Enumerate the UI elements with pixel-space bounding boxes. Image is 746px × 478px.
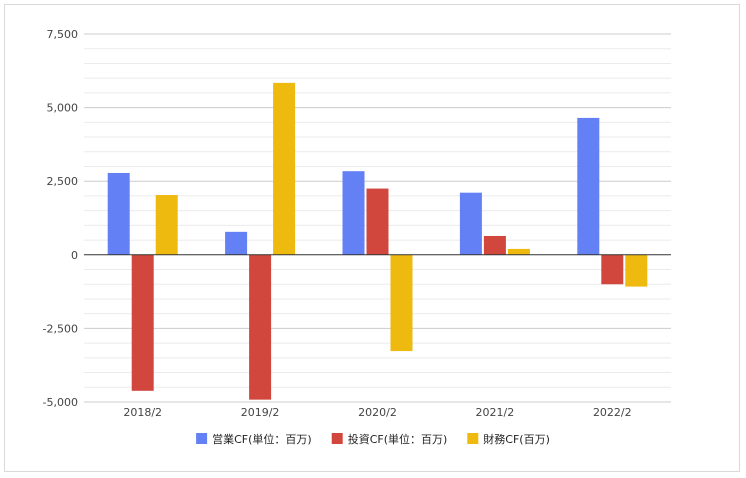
y-tick-label: 5,000	[47, 102, 79, 115]
x-tick-label: 2018/2	[123, 406, 162, 419]
bars	[107, 82, 648, 400]
legend-swatch	[331, 433, 343, 444]
legend-label: 営業CF(単位：百万)	[212, 432, 312, 446]
legend-item-2[interactable]: 投資CF(単位：百万)	[331, 432, 448, 446]
legend-item-1[interactable]: 営業CF(単位：百万)	[196, 432, 312, 446]
bar-2018-2-series-2[interactable]	[131, 254, 154, 391]
y-tick-label: -5,000	[43, 396, 78, 409]
x-tick-label: 2020/2	[358, 406, 397, 419]
legend-label: 投資CF(単位：百万)	[348, 432, 448, 446]
bar-2019-2-series-2[interactable]	[249, 254, 272, 400]
y-tick-label: 7,500	[47, 28, 79, 41]
x-tick-label: 2019/2	[241, 406, 280, 419]
bar-2022-2-series-3[interactable]	[625, 254, 648, 287]
bar-2021-2-series-1[interactable]	[459, 192, 482, 255]
legend-swatch	[467, 433, 479, 444]
y-tick-label: -2,500	[43, 322, 78, 335]
bar-2018-2-series-3[interactable]	[155, 195, 178, 255]
bar-2022-2-series-1[interactable]	[577, 117, 600, 255]
bar-2021-2-series-2[interactable]	[483, 235, 506, 255]
bar-2019-2-series-3[interactable]	[273, 82, 296, 255]
x-tick-label: 2022/2	[593, 406, 632, 419]
bar-2021-2-series-3[interactable]	[507, 248, 530, 255]
legend-label: 財務CF(百万)	[483, 432, 550, 446]
x-axis-ticks: 2018/2 2019/2 2020/2 2021/2 2022/2	[123, 406, 631, 419]
legend-swatch	[196, 433, 208, 444]
bar-2018-2-series-1[interactable]	[107, 172, 130, 255]
bar-2020-2-series-3[interactable]	[390, 254, 413, 352]
chart-frame: -5,000 -2,500 0 2,500 5,000 7,500 2018/2 2019/…	[4, 4, 740, 472]
legend[interactable]: 営業CF(単位：百万) 投資CF(単位：百万) 財務CF(百万)	[196, 432, 550, 446]
bar-2019-2-series-1[interactable]	[225, 231, 248, 255]
bar-2020-2-series-1[interactable]	[342, 171, 365, 255]
y-tick-label: 2,500	[47, 175, 79, 188]
y-axis-ticks: -5,000 -2,500 0 2,500 5,000 7,500	[43, 28, 78, 409]
bar-2020-2-series-2[interactable]	[366, 188, 389, 255]
legend-item-3[interactable]: 財務CF(百万)	[467, 432, 550, 446]
y-tick-label: 0	[71, 249, 78, 262]
bar-2022-2-series-2[interactable]	[601, 254, 624, 285]
bar-chart: -5,000 -2,500 0 2,500 5,000 7,500 2018/2 2019/…	[43, 28, 671, 446]
x-tick-label: 2021/2	[476, 406, 515, 419]
